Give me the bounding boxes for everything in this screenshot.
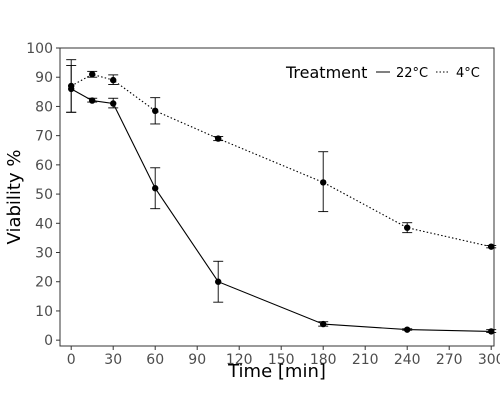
y-axis-title: Viability % bbox=[4, 150, 25, 245]
data-point bbox=[404, 326, 411, 333]
x-tick-label: 30 bbox=[104, 352, 122, 368]
x-axis-ticks: 0 30 60 90 120 150 180 210 240 270 300 bbox=[67, 346, 500, 368]
legend-label-4c: 4°C bbox=[456, 66, 480, 81]
y-tick-label: 30 bbox=[35, 246, 53, 262]
legend-title: Treatment bbox=[285, 63, 367, 82]
y-tick-label: 40 bbox=[35, 216, 53, 232]
series-layer bbox=[66, 59, 497, 335]
series-4c bbox=[66, 59, 497, 250]
x-tick-label: 90 bbox=[188, 352, 206, 368]
data-point bbox=[320, 179, 327, 186]
y-tick-label: 0 bbox=[44, 333, 53, 349]
legend-label-22c: 22°C bbox=[396, 66, 428, 81]
y-tick-label: 90 bbox=[35, 70, 53, 86]
x-axis-title: Time [min] bbox=[227, 361, 326, 382]
data-point bbox=[488, 243, 495, 250]
y-tick-label: 80 bbox=[35, 99, 53, 115]
x-tick-label: 210 bbox=[352, 352, 379, 368]
data-point bbox=[68, 82, 75, 90]
data-point bbox=[215, 135, 222, 142]
y-tick-label: 100 bbox=[26, 41, 53, 57]
y-tick-label: 20 bbox=[35, 275, 53, 291]
y-tick-label: 70 bbox=[35, 129, 53, 145]
data-point bbox=[110, 100, 117, 107]
plot-panel bbox=[59, 47, 495, 347]
legend: Treatment 22°C 4°C bbox=[285, 63, 480, 82]
x-tick-label: 150 bbox=[268, 352, 295, 368]
data-point bbox=[89, 71, 96, 78]
data-point bbox=[152, 107, 159, 115]
y-tick-label: 50 bbox=[35, 187, 53, 203]
x-tick-label: 180 bbox=[310, 352, 337, 368]
x-tick-label: 120 bbox=[226, 352, 253, 368]
series-line-4c bbox=[70, 73, 492, 248]
x-tick-label: 60 bbox=[146, 352, 164, 368]
x-tick-label: 300 bbox=[478, 352, 500, 368]
data-point bbox=[110, 76, 117, 84]
x-tick-label: 270 bbox=[436, 352, 463, 368]
y-tick-label: 10 bbox=[35, 304, 53, 320]
data-point bbox=[215, 278, 222, 285]
data-point bbox=[404, 224, 411, 231]
x-tick-label: 0 bbox=[67, 352, 76, 368]
y-axis-ticks: 0 10 20 30 40 50 60 70 80 90 100 bbox=[26, 41, 60, 349]
data-point bbox=[152, 185, 159, 192]
x-tick-label: 240 bbox=[394, 352, 421, 368]
data-point bbox=[488, 328, 495, 335]
data-point bbox=[89, 97, 96, 104]
series-line-22c bbox=[70, 88, 492, 332]
data-point bbox=[320, 320, 327, 328]
y-tick-label: 60 bbox=[35, 158, 53, 174]
